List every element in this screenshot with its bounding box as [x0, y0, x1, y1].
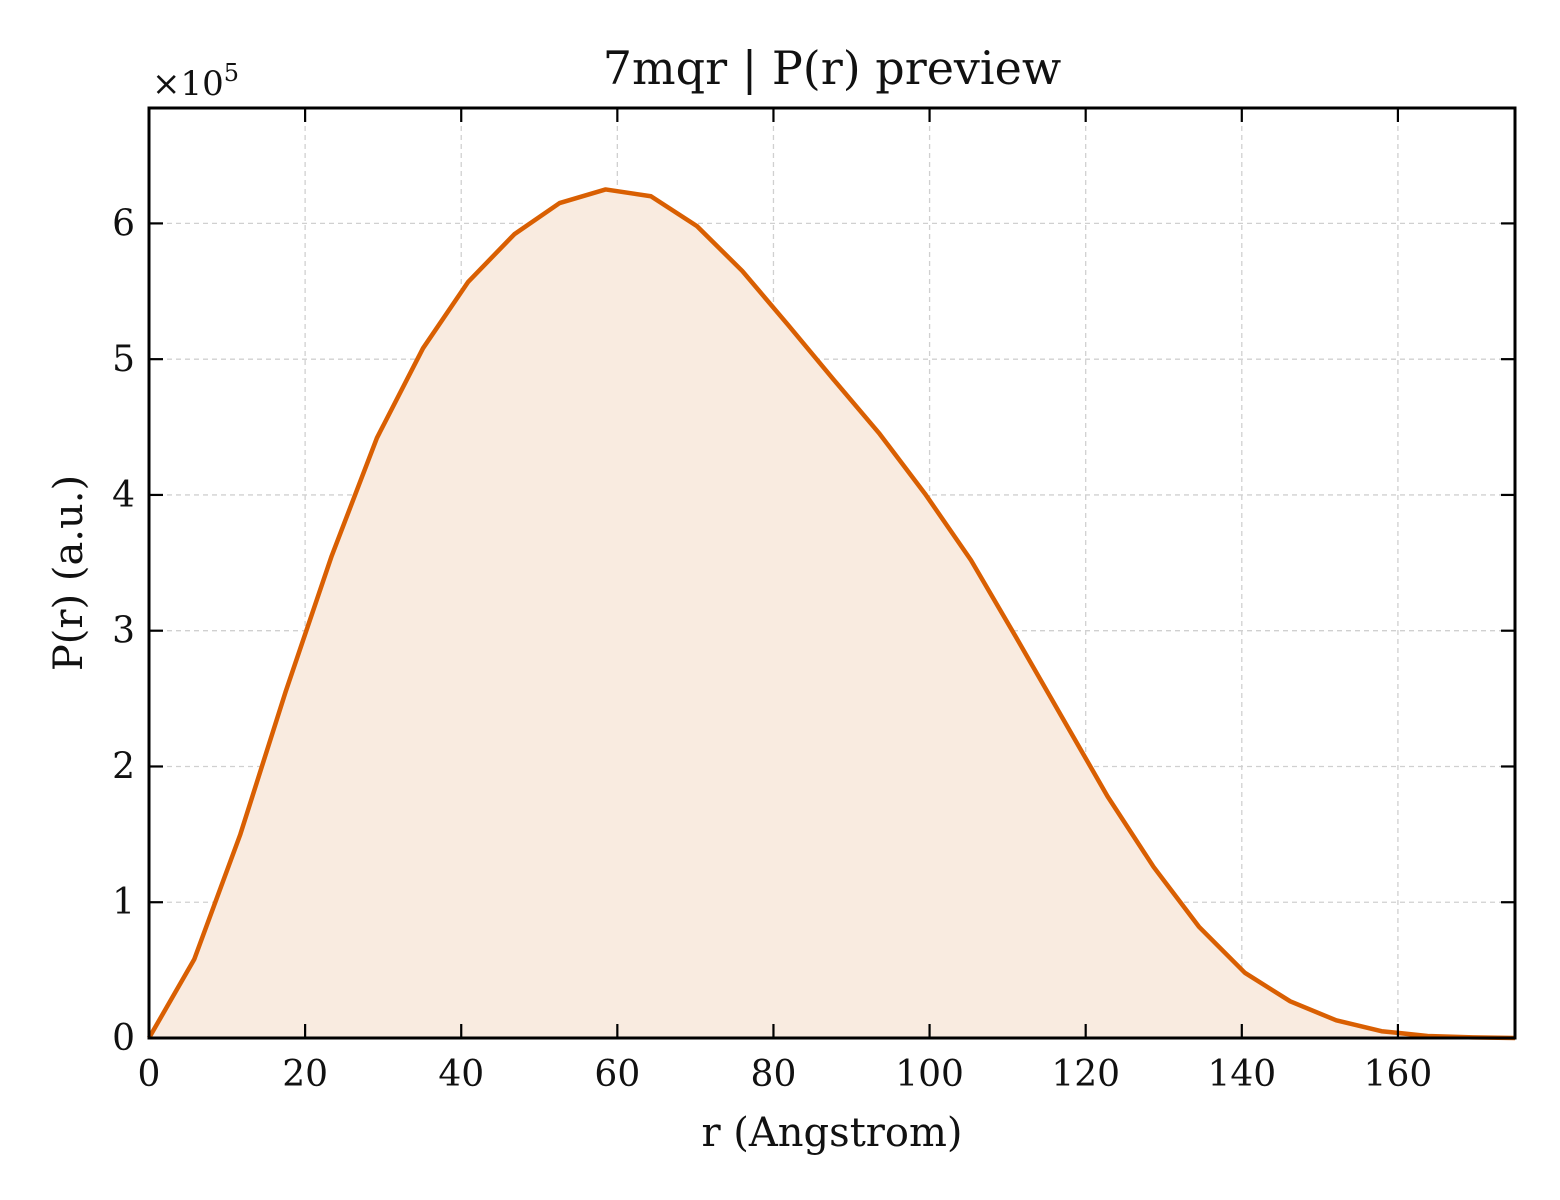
x-tick-label: 120 — [1051, 1054, 1120, 1095]
y-tick-label: 2 — [112, 746, 135, 787]
y-axis-multiplier: ×105 — [152, 59, 239, 104]
y-axis-multiplier-base: ×10 — [152, 64, 224, 104]
x-tick-label: 140 — [1207, 1054, 1276, 1095]
y-axis-multiplier-exponent: 5 — [224, 59, 239, 87]
x-axis-label: r (Angstrom) — [701, 1110, 962, 1156]
x-tick-label: 60 — [594, 1054, 640, 1095]
y-axis-label: P(r) (a.u.) — [46, 475, 92, 671]
y-tick-label: 6 — [112, 203, 135, 244]
x-tick-label: 80 — [751, 1054, 797, 1095]
series-line — [147, 187, 1516, 1041]
x-axis-ticks: 0 20 40 60 80 100 120 140 160 — [138, 108, 1433, 1095]
plot-frame — [147, 106, 1517, 1040]
x-tick-label: 20 — [282, 1054, 328, 1095]
x-tick-label: 160 — [1364, 1054, 1433, 1095]
x-tick-label: 0 — [138, 1054, 161, 1095]
area-fill — [149, 189, 1515, 1038]
y-axis-ticks: 0 1 2 3 4 5 6 — [112, 203, 1515, 1059]
chart-title: 7mqr | P(r) preview — [603, 41, 1061, 95]
y-tick-label: 3 — [112, 611, 135, 652]
y-tick-label: 0 — [112, 1018, 135, 1059]
y-tick-label: 5 — [112, 339, 135, 380]
x-tick-label: 100 — [895, 1054, 964, 1095]
y-tick-label: 4 — [112, 475, 135, 516]
x-tick-label: 40 — [438, 1054, 484, 1095]
y-tick-label: 1 — [112, 882, 135, 923]
